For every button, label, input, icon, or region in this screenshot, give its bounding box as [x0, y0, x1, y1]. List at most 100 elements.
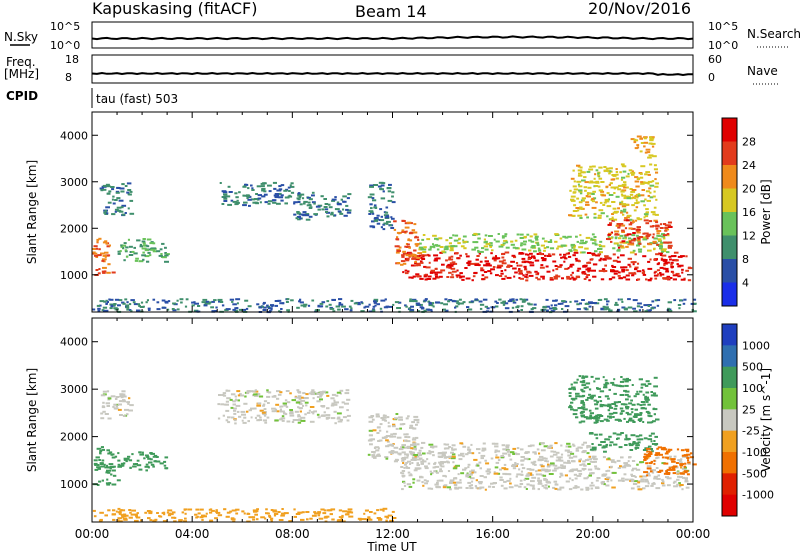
power-cell: [408, 252, 413, 255]
velocity-cell: [252, 516, 256, 519]
velocity-cell: [241, 510, 245, 513]
power-cell: [526, 271, 530, 273]
power-cell: [606, 205, 612, 208]
power-cell: [576, 240, 579, 243]
velocity-cell: [244, 395, 247, 398]
velocity-cell: [330, 417, 336, 420]
velocity-cell: [432, 466, 436, 469]
colorbar-tick-label: 4: [742, 277, 749, 290]
velocity-cell: [254, 513, 258, 516]
velocity-cell: [619, 412, 623, 415]
power-cell: [135, 257, 139, 260]
colorbar-segment: [722, 165, 737, 189]
velocity-cell: [467, 475, 472, 478]
cpid-label: CPID: [6, 89, 38, 103]
velocity-cell: [428, 450, 431, 453]
velocity-cell: [631, 411, 634, 414]
power-cell: [556, 275, 561, 278]
velocity-cell: [554, 487, 558, 490]
velocity-cell: [331, 393, 336, 396]
power-cell: [391, 191, 395, 194]
velocity-cell: [416, 421, 420, 424]
velocity-cell: [363, 512, 366, 515]
velocity-cell: [475, 479, 478, 482]
velocity-cell: [683, 477, 688, 480]
power-cell: [618, 271, 621, 274]
power-cell: [369, 225, 374, 228]
power-cell: [579, 302, 582, 305]
power-cell: [621, 194, 627, 197]
power-cell: [234, 192, 238, 195]
velocity-cell: [634, 446, 640, 449]
velocity-cell: [339, 418, 343, 421]
velocity-cell: [389, 435, 393, 438]
power-cell: [556, 247, 559, 250]
velocity-cell: [450, 451, 454, 454]
power-cell: [272, 201, 277, 204]
velocity-cell: [636, 485, 641, 488]
velocity-cell: [120, 462, 125, 465]
power-cell: [618, 277, 623, 280]
velocity-cell: [611, 460, 616, 463]
velocity-cell: [229, 398, 233, 401]
velocity-cell: [568, 477, 572, 480]
power-cell: [640, 142, 644, 144]
power-cell: [591, 269, 596, 272]
power-cell: [434, 244, 439, 247]
velocity-cell: [656, 447, 659, 450]
power-cell: [415, 302, 420, 305]
power-cell: [600, 212, 605, 215]
power-cell: [598, 189, 603, 192]
velocity-cell: [405, 461, 408, 464]
velocity-cell: [373, 447, 377, 449]
power-cell: [524, 275, 528, 278]
colorbar-segment: [722, 430, 737, 453]
power-cell: [285, 301, 289, 303]
y-tick-label: 4000: [60, 336, 88, 349]
power-cell: [307, 201, 311, 204]
velocity-cell: [123, 457, 127, 460]
velocity-cell: [499, 468, 502, 471]
velocity-cell: [686, 473, 690, 476]
velocity-cell: [652, 407, 655, 410]
power-cell: [243, 201, 248, 204]
power-cell: [234, 309, 238, 312]
velocity-cell: [389, 519, 394, 522]
power-cell: [442, 308, 446, 311]
velocity-cell: [279, 408, 282, 411]
power-cell: [614, 303, 619, 306]
velocity-cell: [574, 485, 578, 488]
velocity-cell: [110, 453, 114, 456]
power-cell: [247, 187, 250, 190]
power-cell: [129, 190, 133, 193]
velocity-cell: [645, 391, 650, 394]
power-cell: [323, 198, 327, 200]
velocity-cell: [661, 482, 665, 485]
power-cell: [373, 204, 377, 207]
power-cell: [350, 299, 354, 302]
velocity-cell: [689, 456, 694, 459]
velocity-cell: [298, 407, 303, 410]
velocity-cell: [630, 480, 635, 483]
power-cell: [261, 187, 266, 190]
power-cell: [579, 242, 584, 245]
velocity-cell: [585, 398, 589, 401]
velocity-cell: [152, 465, 155, 468]
velocity-cell: [348, 515, 354, 518]
noise-tick-left-bottom: 10^0: [50, 39, 80, 52]
velocity-cell: [547, 464, 552, 467]
velocity-cell: [132, 465, 137, 468]
velocity-cell: [566, 442, 571, 445]
velocity-cell: [681, 488, 684, 491]
power-cell: [665, 269, 669, 272]
power-cell: [384, 216, 390, 219]
velocity-cell: [619, 380, 624, 383]
velocity-cell: [588, 432, 594, 435]
velocity-cell: [418, 449, 422, 452]
power-cell: [528, 274, 534, 277]
velocity-cell: [617, 479, 622, 482]
power-cell: [409, 222, 413, 225]
power-cell: [501, 262, 507, 265]
velocity-cell: [502, 472, 507, 475]
power-cell: [635, 199, 638, 202]
